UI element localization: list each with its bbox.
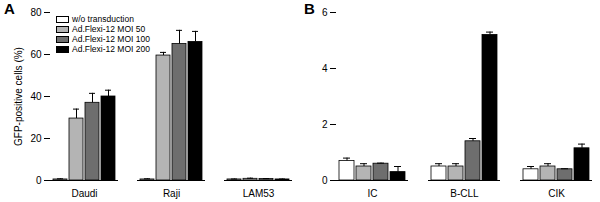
- html-text:A: A: [4, 0, 15, 17]
- html-text:Ad.Flexi-12 MOI 50: Ad.Flexi-12 MOI 50: [72, 24, 146, 34]
- html-text:Ad.Flexi-12 MOI 100: Ad.Flexi-12 MOI 100: [72, 34, 150, 44]
- svg-text:20: 20: [30, 133, 42, 144]
- svg-text:2: 2: [322, 119, 328, 130]
- html-text:Ad.Flexi-12 MOI 200: Ad.Flexi-12 MOI 200: [72, 44, 150, 54]
- svg-text:CIK: CIK: [548, 188, 565, 199]
- html-text:w/o transduction: w/o transduction: [72, 14, 134, 24]
- svg-text:80: 80: [30, 7, 42, 18]
- svg-text:4: 4: [322, 63, 328, 74]
- svg-text:0: 0: [36, 175, 42, 186]
- svg-text:0: 0: [322, 175, 328, 186]
- svg-text:6: 6: [322, 7, 328, 18]
- svg-text:Raji: Raji: [163, 188, 180, 199]
- svg-text:IC: IC: [368, 188, 378, 199]
- svg-text:40: 40: [30, 91, 42, 102]
- svg-text:LAM53: LAM53: [243, 188, 275, 199]
- html-text:B: B: [304, 0, 315, 17]
- svg-text:B-CLL: B-CLL: [450, 188, 479, 199]
- svg-text:60: 60: [30, 49, 42, 60]
- svg-text:Daudi: Daudi: [71, 188, 97, 199]
- svg-text:GFP-positive cells (%): GFP-positive cells (%): [13, 47, 24, 146]
